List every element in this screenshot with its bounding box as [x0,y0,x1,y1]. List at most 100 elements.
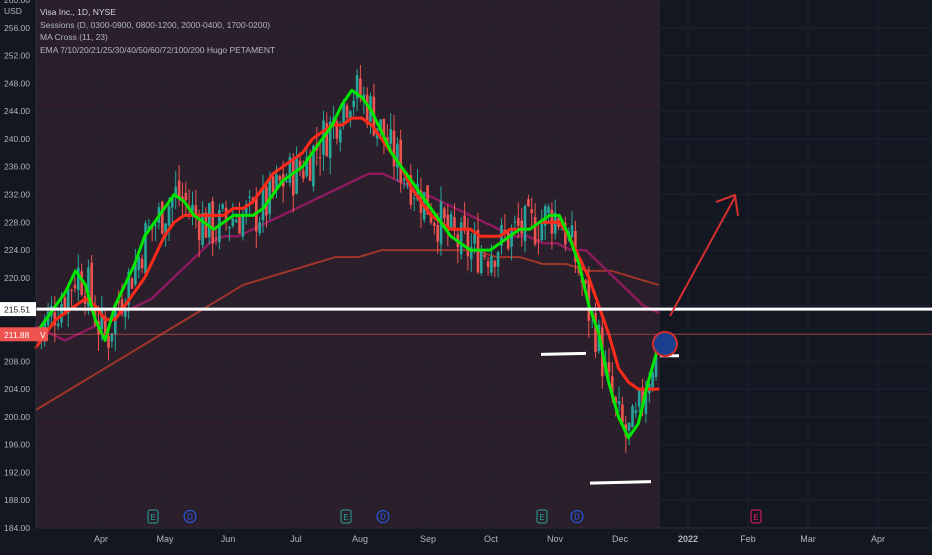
candle-body [184,192,188,201]
candle-body [80,271,83,295]
earnings-marker-label: E [539,513,544,522]
candle-body [127,271,130,305]
legend-ma-cross[interactable]: MA Cross (11, 23) [40,32,108,42]
candle-body [60,304,63,323]
candle-body [453,217,456,231]
earnings-marker-apr[interactable]: E [147,509,159,524]
candle-body [144,223,147,274]
candle-body [258,222,261,234]
ema-mid-line [34,172,660,342]
candle-body [292,159,295,196]
candle-body [480,251,483,274]
price-tick-label: 240.00 [4,134,30,144]
candle-body [161,201,164,234]
time-tick-label: May [156,534,174,544]
price-tick-label: 196.00 [4,440,30,450]
dividend-marker-aug[interactable]: D [376,510,390,523]
ema-long-line [35,249,659,411]
candle-body [463,215,466,231]
price-tick-label: 252.00 [4,51,30,61]
candle-body [446,214,450,233]
resistance-price-label: 215.51 [4,305,30,315]
candle-body [248,196,251,198]
candle-body [268,177,271,214]
candle-body [171,197,174,208]
candle-body [520,220,523,235]
dividend-marker-may[interactable]: D [183,510,197,523]
ma-slow-line [34,116,660,391]
earnings-marker-label: E [753,513,758,522]
candle-body [244,204,248,214]
ma-cross-lines [34,88,660,440]
candle-body [278,176,282,181]
candle-body [234,220,238,223]
candle-body [208,203,211,238]
candle-body [412,198,416,200]
earnings-marker-jul[interactable]: E [340,509,352,524]
currency-label: USD [4,6,22,16]
candle-body [181,196,184,200]
candle-body [164,223,167,237]
candle-body [140,258,144,269]
earnings-marker-box [340,509,352,524]
candle-body [402,178,406,181]
candle-body [449,214,453,228]
candle-body [328,121,332,158]
time-tick-label: Apr [94,534,108,544]
resistance-price-tag [0,302,36,317]
price-tick-label: 248.00 [4,78,30,88]
price-tick-label: 200.00 [4,412,30,422]
candle-body [349,111,352,120]
candle-body [231,218,235,227]
projection-arrow-head[interactable] [715,194,739,217]
candle-body [496,252,500,267]
candle-body [396,143,399,168]
candle-body [486,261,490,268]
candle-body [533,217,537,245]
candle-body [87,267,90,307]
earnings-marker-oct[interactable]: E [536,509,548,524]
price-tick-label: 228.00 [4,217,30,227]
candle-body [288,157,292,183]
candle-body [100,309,104,330]
candle-body [285,180,288,182]
dividend-marker-ring [183,510,197,523]
support-line-bottom[interactable] [589,480,652,485]
user-drawings[interactable] [36,194,932,485]
earnings-marker-box [536,509,548,524]
price-tick-label: 224.00 [4,245,30,255]
dividend-marker-nov[interactable]: D [570,510,584,523]
candle-body [73,284,77,289]
time-tick-label: Nov [547,534,564,544]
candle-body [466,227,470,257]
legend-ema[interactable]: EMA 7/10/20/21/25/30/40/50/60/72/100/200… [40,44,276,55]
price-tick-label: 236.00 [4,162,30,172]
candle-body [470,247,473,260]
candle-body [275,174,278,189]
candle-body [194,205,198,216]
price-tick-label: 220.00 [4,273,30,283]
legend-sessions[interactable]: Sessions (D, 0300-0900, 0800-1200, 2000-… [40,19,271,30]
candle-body [110,333,114,342]
highlight-circle[interactable] [652,331,678,357]
last-price-symbol: V [40,330,46,340]
time-tick-label: Feb [740,534,756,544]
candle-body [318,157,322,159]
candle-body [584,280,587,284]
projection-arrow-shaft[interactable] [669,196,736,317]
candle-body [426,185,429,215]
candle-body [298,160,302,171]
candle-body [201,213,204,245]
support-line-left[interactable] [540,351,587,356]
time-axis[interactable]: Apr May Jun Jul Aug Sep Oct Nov Dec 2022 Feb Mar Apr [94,534,885,544]
earnings-marker-future[interactable]: E [750,509,762,524]
candle-body [594,313,597,353]
candle-body [429,213,433,223]
candle-body [261,188,265,221]
legend-symbol[interactable]: Visa Inc., 1D, NYSE [40,7,116,17]
last-price-label: 211.88 [4,330,30,340]
chart-legend: Visa Inc., 1D, NYSE Sessions (D, 0300-09… [40,6,275,56]
